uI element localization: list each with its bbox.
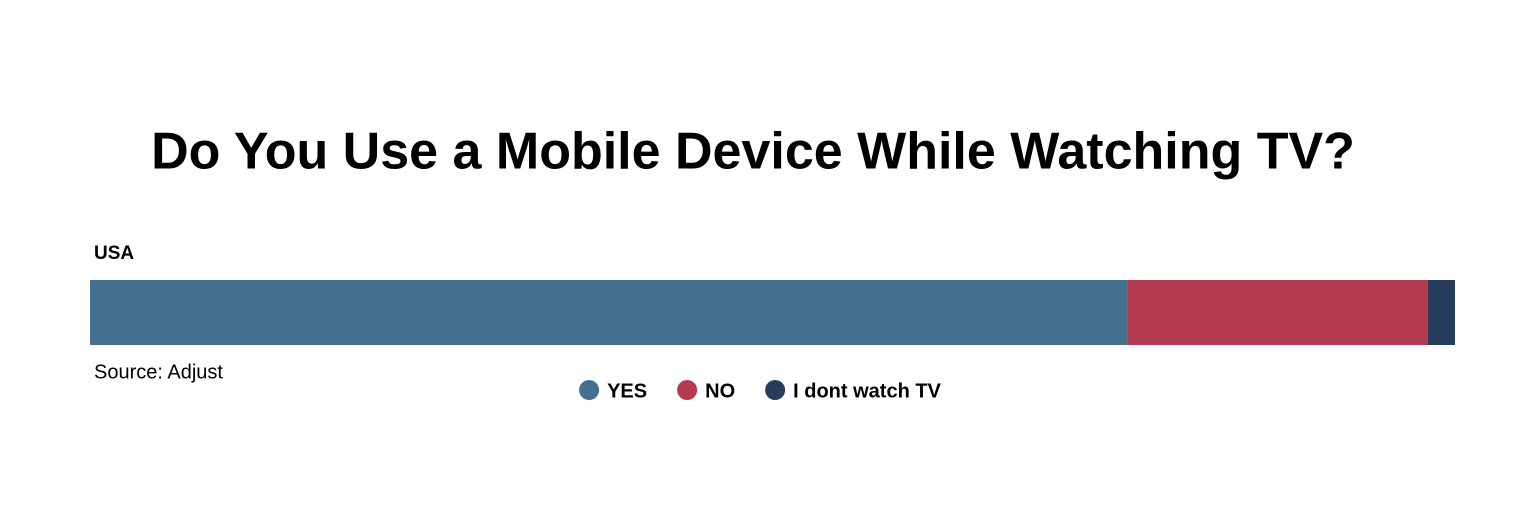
bar-segment: [90, 280, 1128, 345]
bar-segment: [1127, 280, 1428, 345]
legend-marker: [677, 380, 698, 400]
chart-title: Do You Use a Mobile Device While Watchin…: [151, 123, 1355, 181]
legend-label: YES: [607, 380, 647, 402]
category-label: USA: [94, 243, 134, 264]
source: Source: Adjust: [94, 361, 223, 383]
legend-marker: [579, 380, 600, 400]
legend-marker: [765, 380, 786, 400]
legend: YES NO I dont watch TV: [579, 380, 942, 402]
legend-label: NO: [705, 380, 735, 402]
legend-label: I dont watch TV: [793, 380, 941, 402]
bar-segment: [1427, 280, 1455, 345]
